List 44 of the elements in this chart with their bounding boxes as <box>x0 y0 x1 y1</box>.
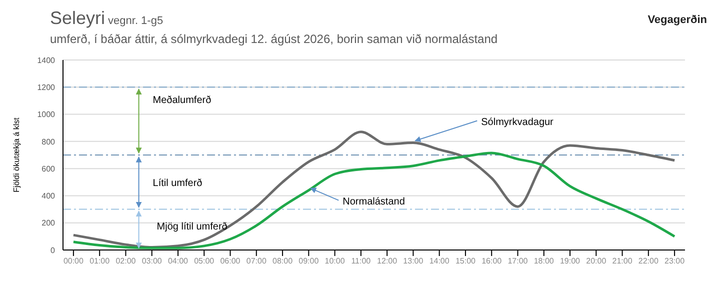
x-tick-label: 17:00 <box>508 256 528 266</box>
x-tick-label: 00:00 <box>63 256 84 266</box>
y-tick-label: 1200 <box>37 82 56 92</box>
chart-subtitle: umferð, í báðar áttir, á sólmyrkvadegi 12. ágúst 2026, borin saman við normalástand <box>50 32 498 46</box>
x-tick-label: 03:00 <box>142 256 162 266</box>
x-tick-label: 14:00 <box>429 256 450 266</box>
x-tick-label: 09:00 <box>298 256 320 266</box>
x-tick-label: 12:00 <box>377 256 398 266</box>
x-tick-label: 04:00 <box>168 256 189 266</box>
y-tick-label: 1000 <box>37 110 56 120</box>
y-tick-label: 400 <box>42 192 56 201</box>
x-tick-label: 20:00 <box>586 256 607 266</box>
line-series <box>72 130 676 249</box>
x-tick-label: 08:00 <box>272 256 294 266</box>
y-tick-label: 1400 <box>37 56 56 65</box>
annotation: Mjög lítil umferð <box>156 222 228 233</box>
text: Sólmyrkvadagur <box>481 116 554 128</box>
x-tick-label: 23:00 <box>664 256 686 266</box>
x-tick-label: 21:00 <box>612 256 633 266</box>
x-tick-label: 02:00 <box>116 256 136 266</box>
x-tick-label: 13:00 <box>403 256 424 266</box>
x-tick-label: 16:00 <box>482 256 502 266</box>
y-tick-label: 600 <box>42 164 56 174</box>
x-tick-label: 05:00 <box>194 256 215 266</box>
y-tick-label: 800 <box>42 137 56 146</box>
x-tick-label: 06:00 <box>220 256 241 266</box>
x-tick-label: 07:00 <box>246 256 267 266</box>
y-tick-label: 0 <box>50 246 56 255</box>
x-tick-label: 10:00 <box>324 256 346 266</box>
x-tick-label: 22:00 <box>638 256 659 266</box>
x-tick-label: 19:00 <box>560 256 581 266</box>
y-axis-title: Fjöldi ökutækja á klst <box>12 116 21 192</box>
text: Normalástand <box>342 196 405 208</box>
text: Vegagerðin <box>648 14 707 26</box>
x-tick-label: 11:00 <box>351 256 372 266</box>
x-tick-label: 01:00 <box>90 256 110 266</box>
chart-title: Seleyri <box>50 8 106 28</box>
y-tick-label: 200 <box>42 218 56 228</box>
text: vegnr. 1-g5 <box>108 15 164 27</box>
x-tick-label: 18:00 <box>534 256 554 266</box>
x-tick-label: 15:00 <box>455 256 476 266</box>
annotation: Meðalumferð <box>152 95 212 106</box>
line-series <box>72 152 676 250</box>
annotation: Lítil umferð <box>152 178 203 190</box>
